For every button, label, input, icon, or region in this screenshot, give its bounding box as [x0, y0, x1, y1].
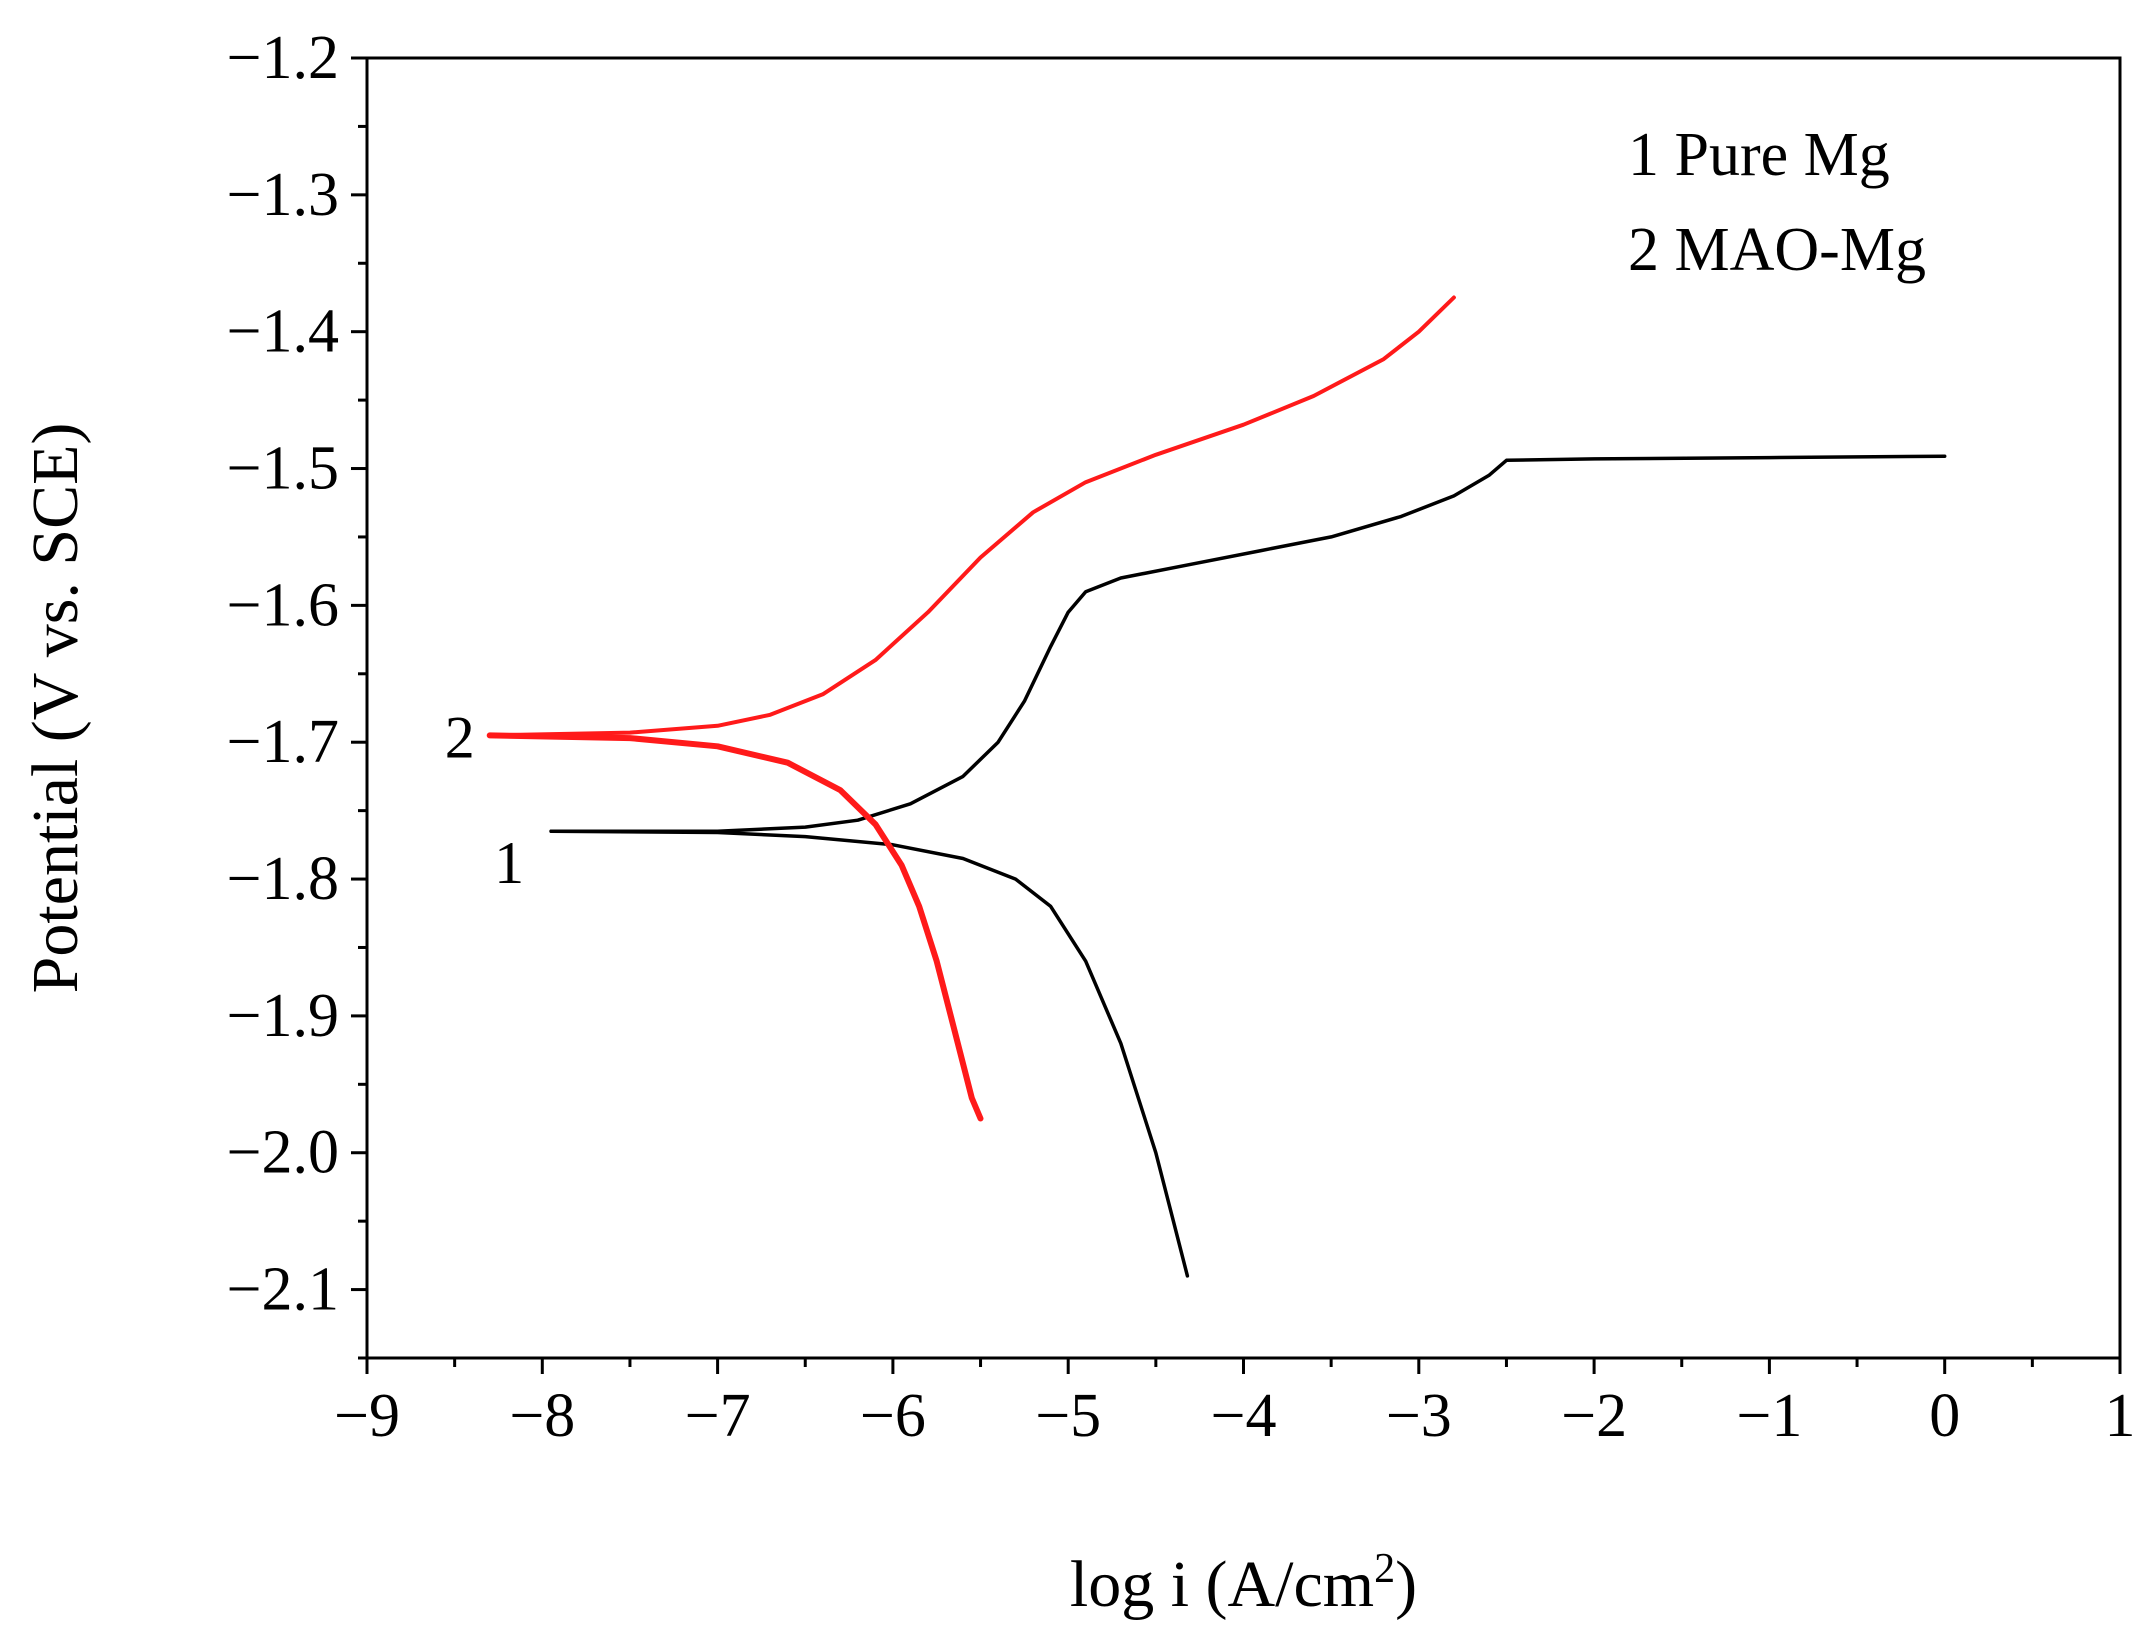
x-tick-label: −4 — [1211, 1382, 1277, 1450]
y-tick-label: −1.7 — [227, 708, 339, 776]
tick-labels: −9 −8 −7 −6 −5 −4 −3 −2 −1 0 1 −1.2 −1.3 −1.4 −1.5 −1.6… — [227, 24, 2136, 1450]
legend: 1 Pure Mg 2 MAO-Mg — [1628, 121, 1926, 284]
x-tick-label: 0 — [1929, 1382, 1960, 1450]
series-2-cathodic-line — [486, 732, 984, 1122]
y-tick-label: −1.3 — [227, 161, 339, 229]
legend-entry-pure-mg: 1 Pure Mg — [1628, 121, 1890, 189]
x-tick-label: −7 — [685, 1382, 751, 1450]
y-tick-label: −1.9 — [227, 982, 339, 1050]
y-tick-label: −2.1 — [227, 1256, 339, 1324]
x-axis-title: log i (A/cm2) — [1070, 1546, 1417, 1621]
curve-label-2: 2 — [445, 704, 475, 770]
x-tick-label: −6 — [860, 1382, 926, 1450]
x-tick-label: −3 — [1386, 1382, 1452, 1450]
series-1-cathodic-line — [549, 829, 1190, 1278]
x-tick-label: −1 — [1736, 1382, 1802, 1450]
y-tick-label: −1.2 — [227, 24, 339, 92]
y-axis-title: Potential (V vs. SCE) — [19, 423, 92, 994]
curves — [486, 295, 1947, 1278]
x-tick-label: −8 — [509, 1382, 575, 1450]
x-tick-label: −9 — [334, 1382, 400, 1450]
series-1-anodic-line — [549, 454, 1947, 833]
x-tick-label: −2 — [1561, 1382, 1627, 1450]
x-axis-title-main: log i (A/cm — [1070, 1548, 1374, 1621]
x-axis-title-close: ) — [1395, 1548, 1417, 1621]
y-tick-label: −1.5 — [227, 435, 339, 503]
y-tick-label: −1.4 — [227, 298, 339, 366]
y-tick-label: −2.0 — [227, 1119, 339, 1187]
x-tick-label: 1 — [2105, 1382, 2136, 1450]
x-tick-label: −5 — [1035, 1382, 1101, 1450]
y-tick-label: −1.6 — [227, 571, 339, 639]
x-axis-title-superscript: 2 — [1374, 1546, 1395, 1592]
series-2-anodic-line — [487, 295, 1456, 738]
plot-frame — [365, 56, 2122, 1360]
curve-label-1: 1 — [494, 830, 524, 896]
legend-entry-mao-mg: 2 MAO-Mg — [1628, 216, 1926, 284]
y-tick-label: −1.8 — [227, 845, 339, 913]
